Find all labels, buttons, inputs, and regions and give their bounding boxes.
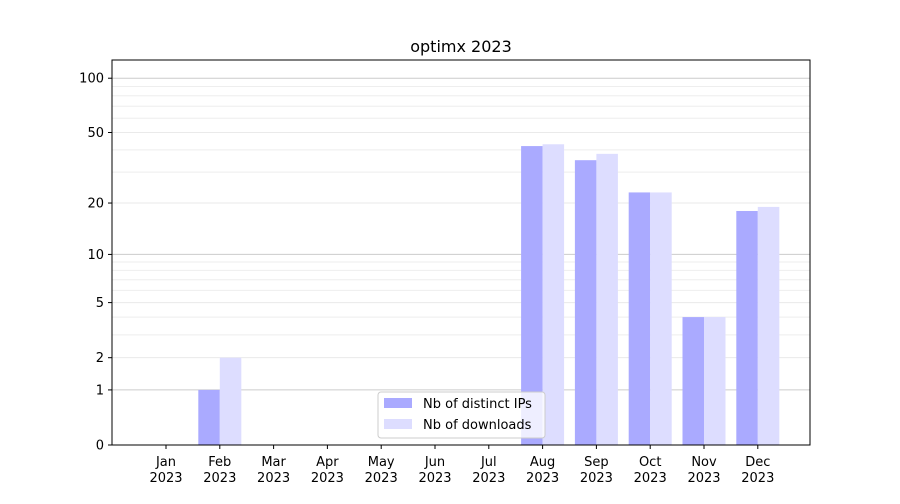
x-tick-label: 2023 <box>149 471 182 486</box>
y-tick-label: 20 <box>87 197 104 212</box>
x-tick-label: 2023 <box>257 471 290 486</box>
x-tick-label: 2023 <box>472 471 505 486</box>
x-tick-label: 2023 <box>418 471 451 486</box>
x-tick-label: 2023 <box>687 471 720 486</box>
x-tick-label: Jul <box>480 455 497 470</box>
x-tick-label: Mar <box>261 455 286 470</box>
bar-distinct-ips <box>682 317 704 445</box>
x-tick-label: 2023 <box>634 471 667 486</box>
x-tick-label: 2023 <box>741 471 774 486</box>
x-tick-label: Oct <box>639 455 661 470</box>
y-tick-label: 50 <box>87 126 104 141</box>
legend-label: Nb of distinct IPs <box>423 397 532 412</box>
bar-distinct-ips <box>198 389 220 445</box>
y-tick-label: 0 <box>96 439 104 454</box>
x-tick-label: Aug <box>530 455 555 470</box>
bar-distinct-ips <box>628 192 651 445</box>
y-tick-label: 1 <box>96 383 104 398</box>
legend-box <box>377 391 546 439</box>
x-tick-label: Sep <box>584 455 609 470</box>
x-tick-label: Feb <box>208 455 231 470</box>
x-tick-label: 2023 <box>365 471 398 486</box>
x-tick-label: Nov <box>691 455 717 470</box>
x-tick-label: 2023 <box>203 471 236 486</box>
bar-distinct-ips <box>574 160 597 445</box>
legend-swatch <box>384 398 412 408</box>
x-tick-label: Jun <box>424 455 445 470</box>
legend-swatch <box>384 419 412 429</box>
y-tick-label: 100 <box>79 72 104 87</box>
x-tick-label: May <box>368 455 395 470</box>
y-tick-label: 5 <box>96 296 104 311</box>
bar-downloads <box>650 192 672 445</box>
y-tick-label: 10 <box>87 248 104 263</box>
bar-distinct-ips <box>521 146 543 446</box>
x-tick-label: Dec <box>745 455 770 470</box>
x-tick-label: Apr <box>316 455 339 470</box>
y-tick-label: 2 <box>96 351 104 366</box>
bar-downloads <box>219 357 242 445</box>
x-tick-label: 2023 <box>580 471 613 486</box>
chart-title: optimx 2023 <box>410 37 512 56</box>
bar-distinct-ips <box>736 210 758 445</box>
bar-downloads <box>542 144 565 445</box>
legend: Nb of distinct IPs Nb of downloads <box>377 391 546 439</box>
bar-downloads <box>757 206 780 445</box>
x-tick-label: 2023 <box>526 471 559 486</box>
plot-frame <box>111 59 811 446</box>
x-tick-label: 2023 <box>311 471 344 486</box>
bar-downloads <box>704 317 726 445</box>
bar-downloads <box>596 153 618 445</box>
x-tick-label: Jan <box>155 455 176 470</box>
legend-label: Nb of downloads <box>423 418 532 433</box>
